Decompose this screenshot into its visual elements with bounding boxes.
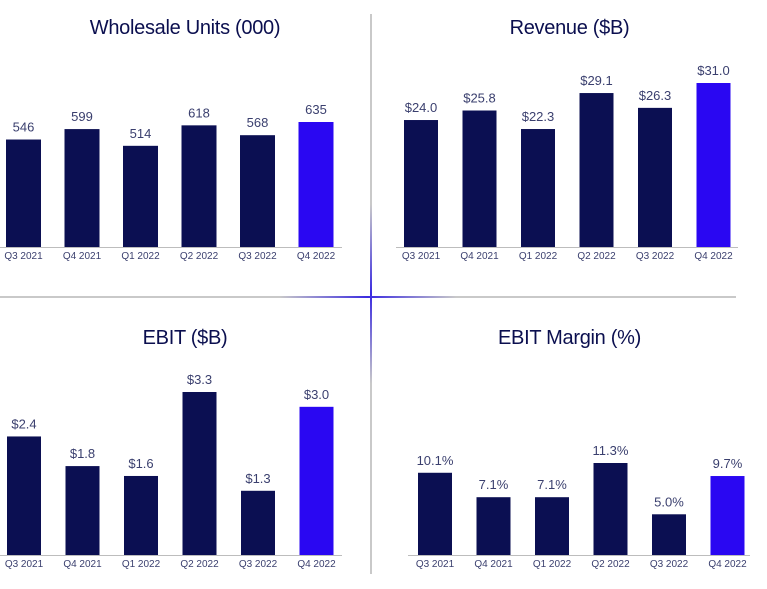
bar-q4-2021 — [476, 497, 511, 555]
x-tick-label: Q3 2022 — [239, 559, 278, 570]
data-label: $25.8 — [463, 91, 496, 106]
data-label: $2.4 — [11, 416, 36, 431]
bar-q4-2021 — [65, 466, 100, 555]
x-tick-label: Q4 2021 — [460, 251, 499, 262]
bar-q2-2022 — [182, 392, 217, 555]
bar-q3-2021 — [418, 472, 452, 555]
data-label: 7.1% — [537, 477, 567, 492]
bar-q4-2022 — [299, 406, 334, 555]
bar-q3-2022 — [240, 135, 275, 247]
x-tick-label: Q4 2021 — [63, 251, 102, 262]
data-label: $1.6 — [128, 456, 153, 471]
bar-q1-2022 — [124, 475, 158, 555]
bar-q4-2021 — [64, 129, 100, 247]
bar-q3-2021 — [7, 436, 41, 555]
x-tick-label: Q1 2022 — [122, 559, 161, 570]
x-tick-label: Q1 2022 — [121, 251, 160, 262]
bar-q2-2022 — [593, 463, 628, 555]
bar-q4-2022 — [298, 122, 334, 247]
bar-q3-2021 — [6, 139, 41, 247]
revenue-panel: Revenue ($B) $24.0 Q3 2021 $25.8 Q4 2021 $22… — [372, 0, 767, 296]
x-tick-label: Q2 2022 — [577, 251, 616, 262]
bar-q4-2022 — [710, 476, 745, 555]
x-tick-label: Q3 2021 — [5, 559, 44, 570]
x-tick-label: Q3 2021 — [416, 559, 455, 570]
x-tick-label: Q1 2022 — [519, 251, 558, 262]
x-tick-label: Q3 2021 — [402, 251, 441, 262]
data-label: $29.1 — [580, 73, 613, 88]
horizontal-divider — [0, 296, 736, 298]
data-label: 514 — [130, 126, 152, 141]
x-tick-label: Q4 2022 — [297, 559, 336, 570]
data-label: $22.3 — [522, 109, 555, 124]
data-label: $1.8 — [70, 446, 95, 461]
x-tick-label: Q4 2022 — [297, 251, 336, 262]
data-label: 568 — [247, 115, 269, 130]
bar-q1-2022 — [123, 145, 158, 247]
x-tick-label: Q3 2022 — [636, 251, 675, 262]
bar-q1-2022 — [535, 497, 569, 555]
data-label: $31.0 — [697, 63, 730, 78]
bar-q2-2022 — [579, 93, 614, 248]
ebit-margin-plot: 10.1% Q3 2021 7.1% Q4 2021 7.1% Q1 2022 11.3% Q… — [408, 443, 750, 570]
ebit-title: EBIT ($B) — [142, 327, 228, 349]
data-label: $3.0 — [304, 387, 329, 402]
data-label: $24.0 — [405, 100, 438, 115]
x-tick-label: Q2 2022 — [591, 559, 630, 570]
data-label: 635 — [305, 102, 327, 117]
x-tick-label: Q4 2022 — [708, 559, 747, 570]
ebit-margin-title: EBIT Margin (%) — [498, 327, 641, 349]
data-label: 599 — [71, 109, 93, 124]
revenue-plot: $24.0 Q3 2021 $25.8 Q4 2021 $22.3 Q1 2022 $29.… — [396, 63, 738, 262]
bar-q4-2022 — [696, 83, 731, 247]
data-label: $1.3 — [245, 471, 270, 486]
x-tick-label: Q4 2022 — [694, 251, 733, 262]
vertical-divider — [370, 14, 372, 574]
bar-q2-2022 — [181, 125, 217, 247]
bar-q1-2022 — [521, 129, 555, 247]
data-label: $3.3 — [187, 372, 212, 387]
ebit-panel: EBIT ($B) $2.4 Q3 2021 $1.8 Q4 2021 $1.6 Q1 2… — [0, 298, 370, 589]
bar-q3-2022 — [638, 107, 672, 247]
bar-q4-2021 — [462, 110, 497, 247]
bar-q3-2022 — [652, 514, 686, 555]
revenue-title: Revenue ($B) — [509, 17, 630, 39]
data-label: $26.3 — [639, 88, 672, 103]
wholesale-units-panel: Wholesale Units (000) 546 Q3 2021 599 Q4 20… — [0, 0, 370, 296]
data-label: 11.3% — [593, 443, 629, 458]
x-tick-label: Q2 2022 — [180, 559, 219, 570]
bar-q3-2022 — [241, 490, 275, 555]
bar-q3-2021 — [404, 120, 438, 247]
data-label: 546 — [13, 120, 35, 135]
data-label: 5.0% — [654, 494, 684, 509]
data-label: 10.1% — [417, 453, 454, 468]
ebit-plot: $2.4 Q3 2021 $1.8 Q4 2021 $1.6 Q1 2022 $3.3 Q2 … — [0, 372, 342, 570]
x-tick-label: Q3 2022 — [238, 251, 277, 262]
x-tick-label: Q3 2022 — [650, 559, 689, 570]
wholesale-units-title: Wholesale Units (000) — [89, 17, 281, 39]
wholesale-units-plot: 546 Q3 2021 599 Q4 2021 514 Q1 2022 618 Q2 2022… — [0, 102, 342, 262]
x-tick-label: Q1 2022 — [533, 559, 572, 570]
data-label: 618 — [188, 105, 210, 120]
x-tick-label: Q4 2021 — [474, 559, 513, 570]
ebit-margin-panel: EBIT Margin (%) 10.1% Q3 2021 7.1% Q4 2021 7… — [372, 298, 767, 589]
x-tick-label: Q3 2021 — [4, 251, 43, 262]
data-label: 7.1% — [479, 477, 509, 492]
x-tick-label: Q2 2022 — [180, 251, 219, 262]
x-tick-label: Q4 2021 — [63, 559, 102, 570]
data-label: 9.7% — [713, 456, 743, 471]
